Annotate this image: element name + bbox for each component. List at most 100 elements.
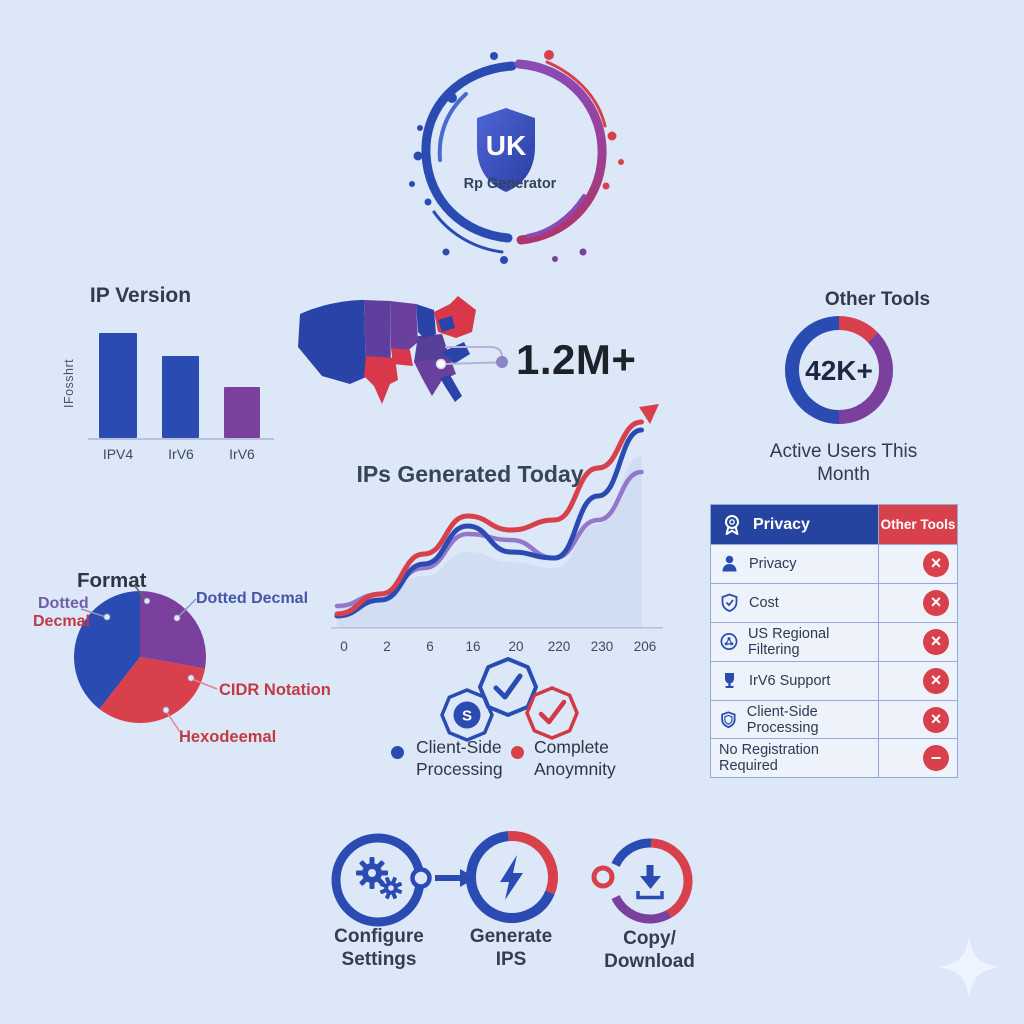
donut-caption-line2: Month: [817, 464, 870, 485]
table-header-other-tools-label: Other Tools: [880, 517, 956, 532]
legend-anonymity: Complete Anoymnity: [534, 737, 616, 780]
donut-center-value: 42K+: [805, 355, 873, 386]
cross-badge-icon: ×: [923, 550, 949, 577]
pie-slice-red: [99, 657, 205, 724]
trophy-icon: [725, 673, 734, 689]
swirl-arc-purple: [514, 59, 607, 245]
table-row-no-registration: No Registration Required: [711, 739, 879, 779]
table-header-privacy-label: Privacy: [753, 515, 810, 533]
trend-arrowhead-icon: [639, 404, 659, 424]
bar-label-1: IPV4: [102, 446, 134, 462]
pie-leader-dots: [103, 597, 195, 714]
x-tick-3: 16: [465, 639, 481, 654]
legend-dot-red: [511, 746, 524, 759]
table-header-privacy: Privacy: [711, 505, 879, 545]
swirl-arc-inner-blue: [437, 92, 468, 162]
line-chart-title: IPs Generated Today: [356, 461, 584, 487]
x-tick-6: 230: [590, 639, 614, 654]
person-privacy-icon: [722, 556, 737, 572]
map-region-midwest: [390, 301, 418, 354]
x-tick-1: 2: [383, 639, 391, 654]
swirl-dots-red: [544, 50, 624, 190]
feature-badges: S: [440, 656, 579, 742]
table-status-cost: ×: [879, 583, 958, 623]
cross-badge-icon: ×: [923, 628, 949, 655]
step2-ring-blue: [466, 831, 555, 923]
logo-swirl-graphic: UK: [409, 50, 624, 264]
checkmark-red-icon: [538, 699, 567, 725]
seal-inner-circle: [453, 701, 481, 729]
lightning-bolt-icon: [500, 855, 523, 900]
x-tick-5: 220: [547, 639, 571, 654]
donut-segment-blue: [785, 316, 840, 424]
map-region-southeast: [414, 358, 456, 396]
step1-label: Configure Settings: [300, 925, 458, 971]
table-status-us-regional-filtering: ×: [879, 622, 958, 662]
step3-ring-red: [650, 838, 693, 918]
legend-line: Anoymnity: [534, 758, 616, 779]
x-tick-2: 6: [426, 639, 434, 654]
step3-connector-ring: [591, 865, 615, 889]
donut-segment-red: [838, 316, 878, 343]
table-row-label: IrV6 Support: [749, 672, 831, 689]
map-stat-value: 1.2M+: [516, 336, 637, 383]
bar-label-2: IrV6: [168, 446, 194, 462]
check-badge-red-icon: [525, 686, 579, 740]
check-badge-blue-icon: [477, 656, 539, 718]
table-row-client-side-processing: Client-Side Processing: [711, 700, 879, 740]
map-region-texas: [364, 356, 398, 404]
pie-slice-blue: [74, 591, 140, 710]
table-row-label: No Registration Required: [719, 742, 819, 775]
map-region-northeast: [434, 296, 476, 338]
step-label-line: IPS: [495, 949, 527, 970]
callout-end-dot: [496, 356, 508, 368]
award-ribbon-icon: [725, 514, 739, 535]
comparison-table: Privacy Other Tools Privacy × Cost ×: [710, 504, 958, 779]
table-row-us-regional-filtering: US Regional Filtering: [711, 622, 879, 662]
step1-connector-ring: [410, 867, 432, 889]
table-row-label: Client-Side Processing: [746, 703, 819, 736]
callout-line-lower: [444, 361, 497, 365]
logo-shield-label: UK: [486, 130, 526, 161]
pie-leader-lines: [80, 584, 218, 733]
pie-label-cidr-notation: CIDR Notation: [219, 681, 331, 699]
table-status-no-registration: −: [879, 739, 958, 779]
bar-chart-title: IP Version: [89, 284, 192, 307]
step-label-line: Configure Settings: [334, 926, 424, 970]
line-chart-axis-line: [331, 627, 663, 629]
line-series-blue: [334, 427, 644, 619]
pie-label-dotted-decimal-right: Dotted Decmal: [196, 590, 309, 607]
table-status-ipv6-support: ×: [879, 661, 958, 701]
callout-line-upper: [445, 346, 503, 358]
step3-ring-blue: [611, 838, 652, 868]
bar-chart-axis-line: [88, 438, 274, 440]
table-row-label: US Regional Filtering: [747, 625, 830, 658]
table-row-ipv6-support: IrV6 Support: [711, 661, 879, 701]
legend-line: Complete: [534, 737, 609, 757]
pie-label-hexadecimal: Hexodeemal: [179, 728, 277, 746]
legend-client-side: Client-Side Processing: [416, 737, 503, 780]
map-region-missouri: [391, 348, 413, 366]
swirl-arc-red: [545, 60, 607, 128]
seal-badge-icon: [440, 688, 494, 742]
bar-chart-y-axis-label: IFosshrt: [62, 358, 76, 408]
line-series-red: [334, 419, 644, 617]
checkmark-blue-icon: [493, 673, 523, 700]
network-globe-icon: [720, 633, 738, 651]
x-tick-0: 0: [340, 639, 348, 654]
table-row-label: Privacy: [749, 555, 797, 572]
callout-map-dot: [435, 358, 447, 370]
legend-line: Processing: [416, 758, 503, 779]
bar-ipv4: [99, 333, 137, 438]
pie-title: Format: [77, 569, 147, 592]
map-region-great-lakes: [416, 304, 436, 338]
swirl-tendril-blue: [432, 210, 504, 254]
donut-title: Other Tools: [824, 289, 931, 310]
step-label-line: Download: [604, 951, 695, 972]
logo-shield: [477, 108, 535, 192]
line-chart: [331, 404, 663, 629]
table-status-privacy: ×: [879, 545, 958, 584]
map-region-florida: [440, 375, 462, 402]
step2-label: Generate IPS: [452, 925, 570, 971]
